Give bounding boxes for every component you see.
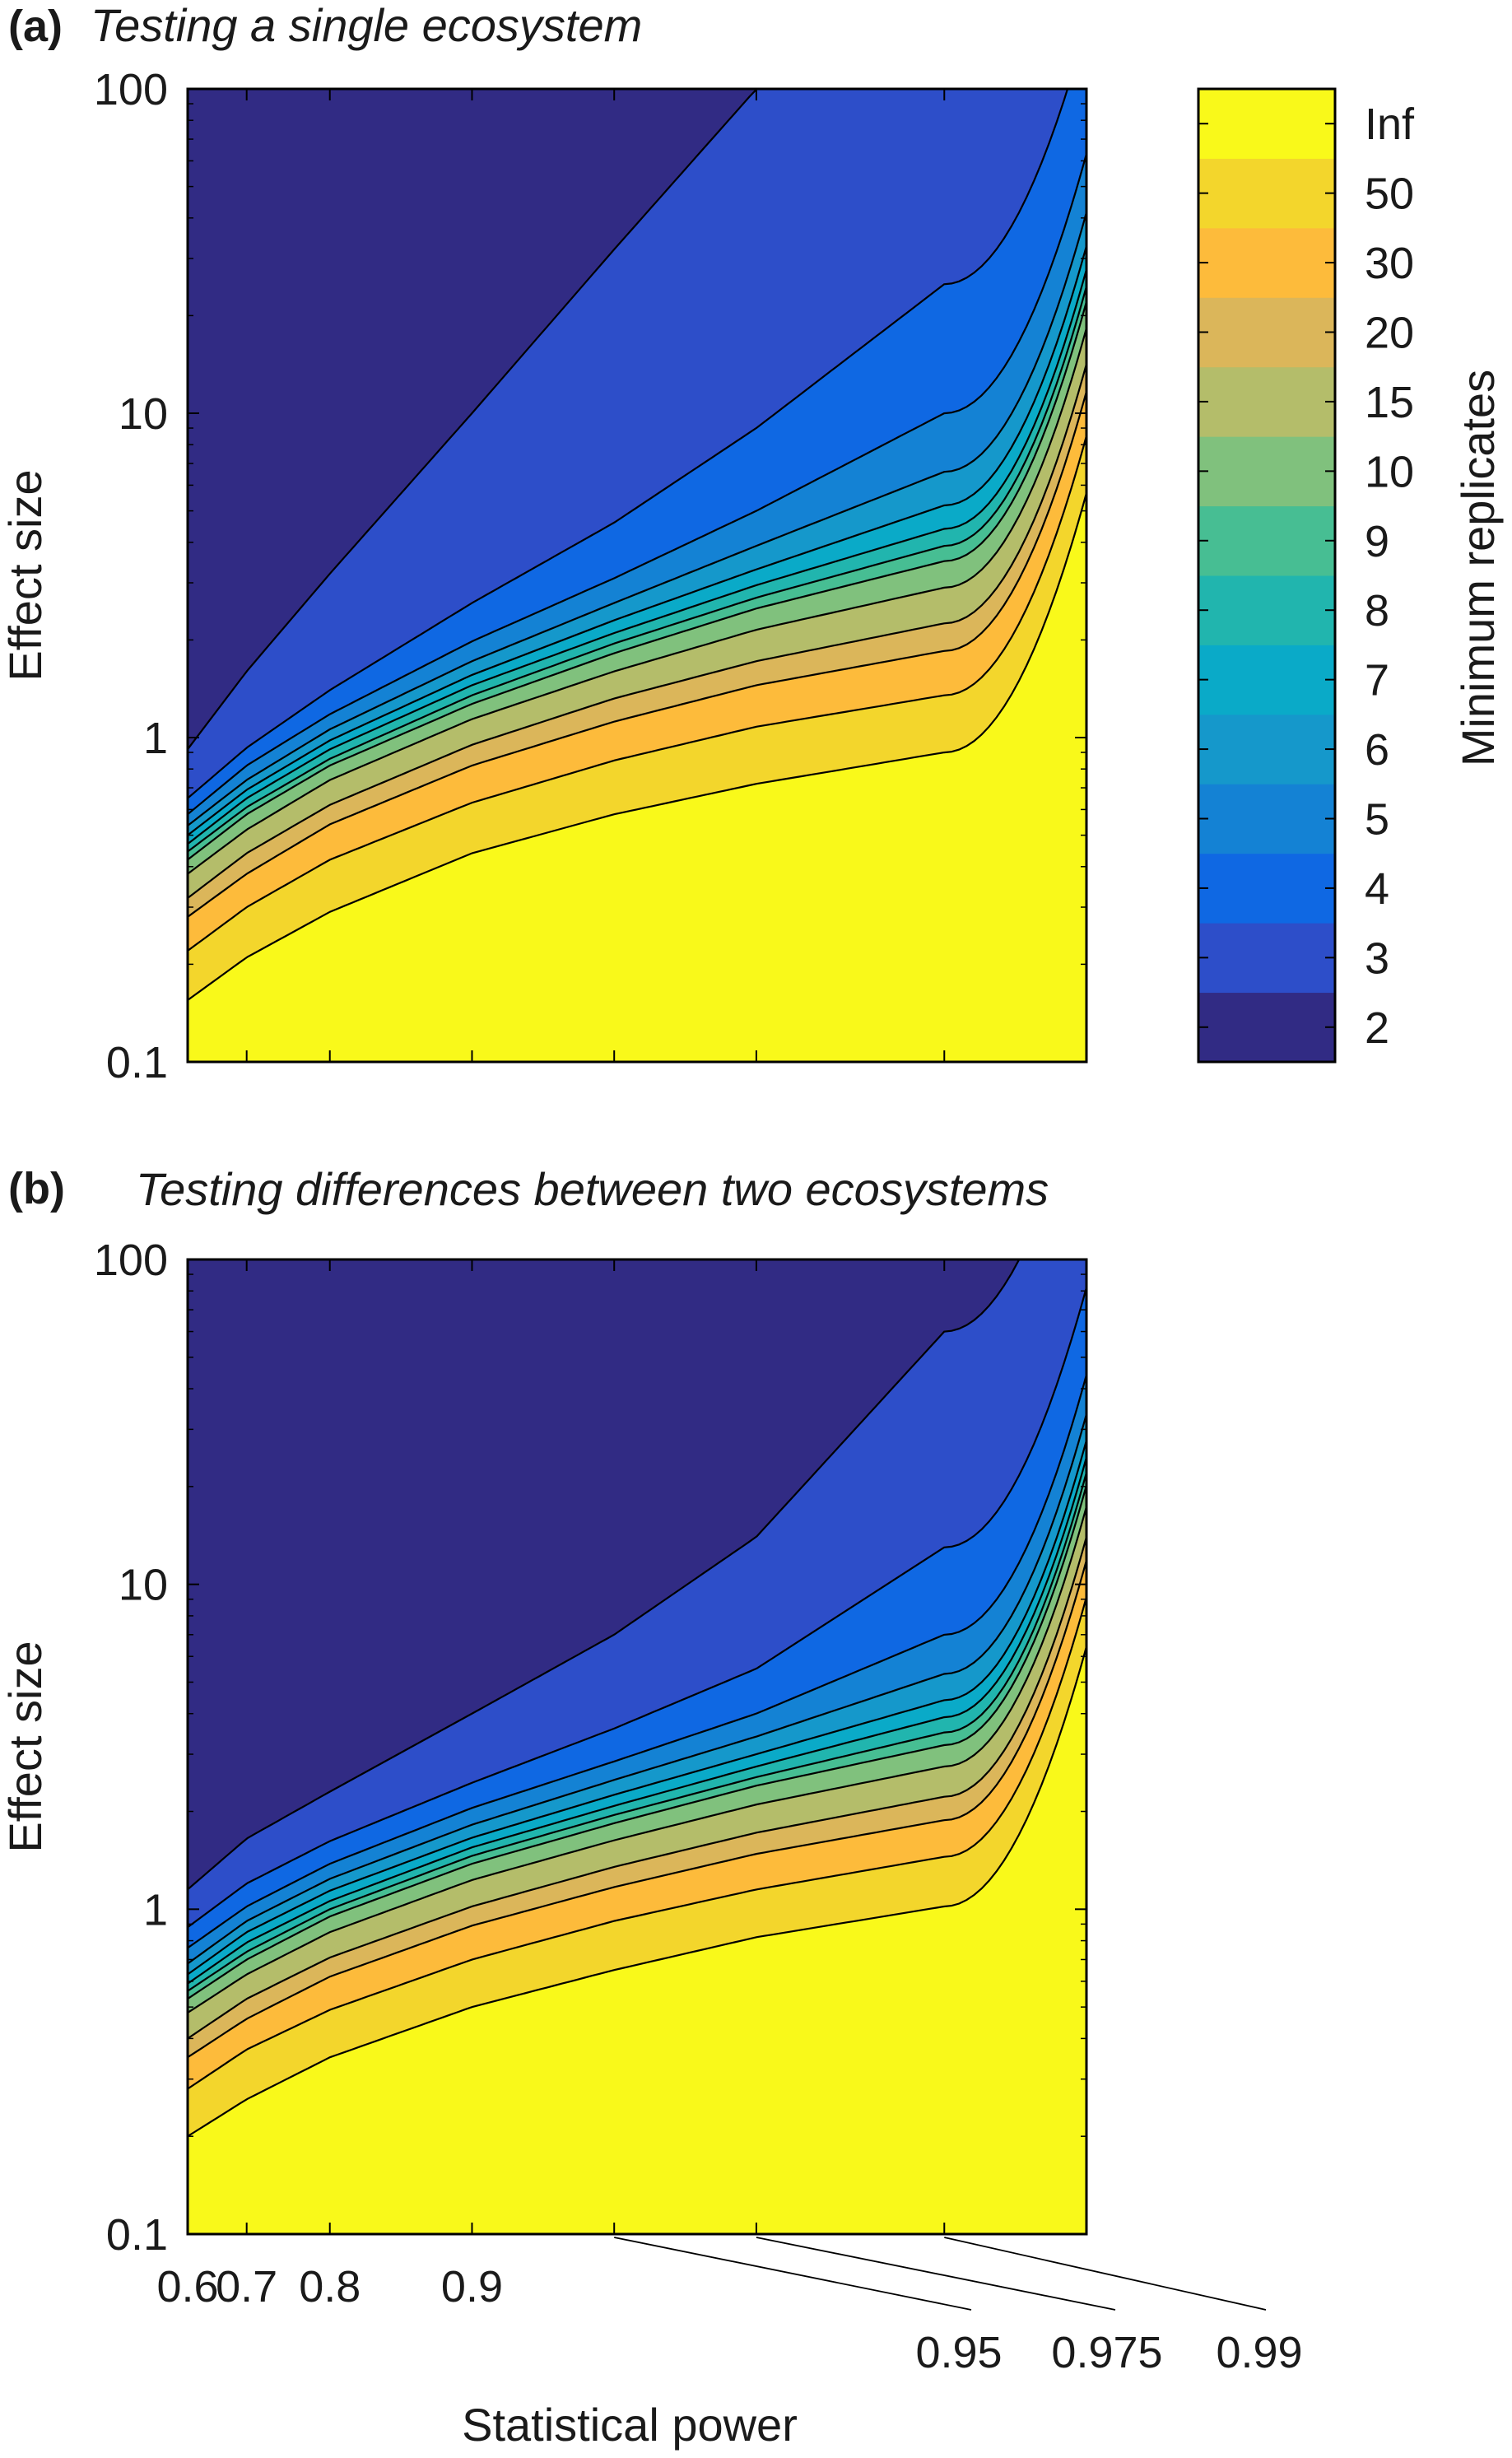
y-tick-label: 10: [119, 1561, 168, 1610]
contour-line-b-6-7: [188, 1436, 1086, 1976]
contour-line-a-7-8: [188, 266, 1086, 845]
panel-a-plot-area: [188, 89, 1086, 1062]
colorbar-swatch-6: [1198, 714, 1335, 784]
x-tick-leader-line: [756, 2237, 1116, 2311]
panel-b-frame: [186, 1258, 1088, 2236]
x-tick-label: 0.6: [156, 2262, 218, 2311]
contour-line-a-20-30: [188, 388, 1086, 919]
contour-line-a-30-50: [188, 432, 1086, 952]
contour-line-b-50-Inf: [188, 1643, 1086, 2138]
contour-line-b-30-50: [188, 1593, 1086, 2090]
x-tick-leader-line: [614, 2237, 972, 2311]
colorbar-swatch-2: [1198, 992, 1335, 1063]
contour-line-b-9-10: [188, 1482, 1086, 2000]
colorbar-tick-label: 20: [1365, 309, 1414, 358]
colorbar-tick-label: 30: [1365, 239, 1414, 288]
contour-line-b-20-30: [188, 1557, 1086, 2059]
panel-b-title: Testing differences between two ecosyste…: [136, 1163, 1049, 1215]
colorbar-tick-label: 5: [1365, 795, 1389, 845]
contour-line-b-3-4: [188, 1283, 1086, 1929]
contour-line-a-50-Inf: [188, 489, 1086, 1002]
colorbar-swatch-3: [1198, 923, 1335, 994]
colorbar-tick-label: 6: [1365, 725, 1389, 775]
colorbar-swatch-20: [1198, 297, 1335, 368]
x-tick-label: 0.975: [1051, 2328, 1162, 2377]
y-tick-label: 0.1: [106, 2210, 168, 2260]
contour-line-b-4-5: [188, 1371, 1086, 1949]
colorbar-swatch-10: [1198, 436, 1335, 507]
x-tick-label: 0.7: [216, 2262, 277, 2311]
x-tick-label: 0.95: [915, 2328, 1002, 2377]
contour-line-a-3-4: [188, 89, 1069, 800]
colorbar-ticks: 2 3 4 5 6 7 8 9 10 15 20 30 50 Inf: [1198, 100, 1415, 1053]
panel-b-ylabel: Effect size: [0, 1641, 51, 1852]
contour-line-a-6-7: [188, 242, 1086, 836]
colorbar-swatch-Inf: [1198, 89, 1335, 159]
colorbar-swatch-30: [1198, 227, 1335, 298]
x-tick-label: 0.8: [299, 2262, 361, 2311]
panel-a: (a) Testing a single ecosystem Effect si…: [0, 0, 1088, 1087]
contour-region-a-Inf: [188, 492, 1086, 1062]
colorbar-tick-label: 4: [1365, 864, 1389, 914]
panel-b-xlabel: Statistical power: [462, 2399, 798, 2451]
colorbar-swatch-5: [1198, 784, 1335, 854]
contour-line-a-9-10: [188, 298, 1086, 861]
x-tick-leader-line: [944, 2237, 1267, 2311]
colorbar-bands: [1198, 89, 1335, 1063]
y-tick-label: 1: [143, 1885, 168, 1934]
colorbar-swatch-15: [1198, 366, 1335, 437]
contour-line-b-15-20: [188, 1533, 1086, 2040]
colorbar-tick-label: 7: [1365, 656, 1389, 705]
y-tick-label: 0.1: [106, 1038, 168, 1087]
colorbar-swatch-8: [1198, 575, 1335, 645]
colorbar: 2 3 4 5 6 7 8 9 10 15 20 30 50 Inf Minimum replicates: [1197, 87, 1504, 1064]
contour-line-b-5-6: [188, 1410, 1086, 1965]
panel-a-title: Testing a single ecosystem: [91, 0, 642, 51]
panel-a-frame: [186, 87, 1088, 1064]
x-tick-label: 0.9: [441, 2262, 503, 2311]
contour-line-b-7-8: [188, 1454, 1086, 1985]
contour-line-a-5-6: [188, 208, 1086, 827]
colorbar-frame: [1197, 87, 1337, 1064]
contour-line-a-8-9: [188, 282, 1086, 853]
colorbar-tick-label: 15: [1365, 378, 1414, 427]
y-tick-label: 10: [119, 389, 168, 439]
y-tick-label: 1: [143, 714, 168, 763]
colorbar-label: Minimum replicates: [1452, 370, 1504, 766]
contour-region-b-Inf: [188, 1646, 1086, 2234]
colorbar-swatch-7: [1198, 645, 1335, 715]
y-tick-label: 100: [94, 1236, 168, 1285]
contour-line-b-10-15: [188, 1503, 1086, 2014]
colorbar-tick-label: 10: [1365, 447, 1414, 496]
y-tick-label: 100: [94, 65, 168, 114]
x-tick-label: 0.99: [1216, 2328, 1302, 2377]
panel-b-letter: (b): [8, 1164, 65, 1213]
panel-b-axes: 0.60.7 0.8 0.9 0.95 0.975 0.99 0.1 1 10 100: [94, 1236, 1303, 2377]
colorbar-swatch-4: [1198, 853, 1335, 924]
panel-b-plot-area: [188, 1259, 1086, 2234]
colorbar-swatch-9: [1198, 505, 1335, 576]
colorbar-tick-label: 8: [1365, 586, 1389, 635]
panel-a-axes: 0.1 1 10 100: [94, 65, 1086, 1087]
colorbar-tick-label: 2: [1365, 1003, 1389, 1053]
contour-line-a-4-5: [188, 150, 1086, 816]
colorbar-tick-label: Inf: [1365, 100, 1415, 149]
panel-a-ylabel: Effect size: [0, 469, 51, 681]
colorbar-tick-label: 50: [1365, 170, 1414, 219]
colorbar-swatch-50: [1198, 158, 1335, 229]
contour-line-b-2-3: [188, 1259, 1021, 1891]
contour-line-a-15-20: [188, 360, 1086, 900]
contour-line-a-2-3: [188, 89, 776, 752]
panel-a-letter: (a): [8, 2, 63, 51]
panel-b: (b) Testing differences between two ecos…: [0, 1163, 1303, 2451]
colorbar-tick-label: 9: [1365, 517, 1389, 566]
contour-line-a-10-15: [188, 324, 1086, 875]
contour-line-b-8-9: [188, 1469, 1086, 1993]
colorbar-tick-label: 3: [1365, 933, 1389, 983]
